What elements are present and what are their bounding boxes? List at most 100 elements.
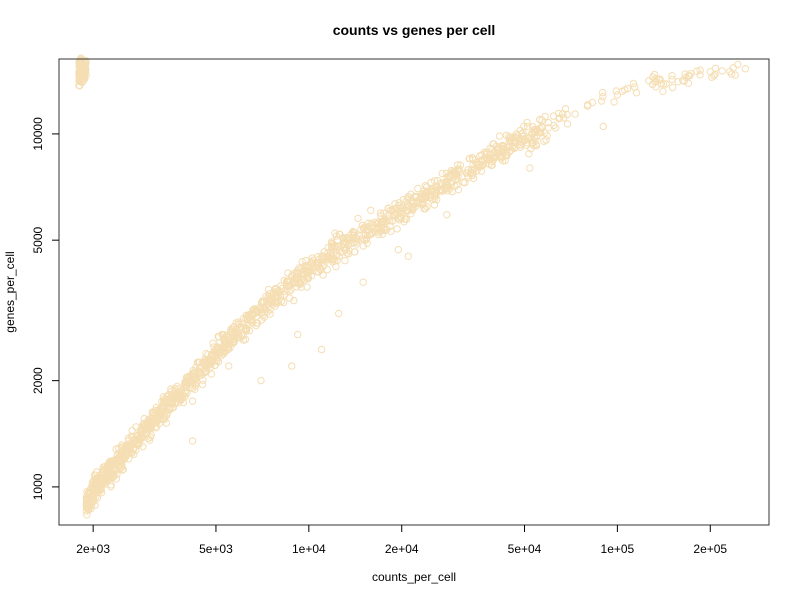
data-point [525,150,533,158]
data-point [613,91,622,99]
data-point [214,332,222,341]
data-point [734,60,742,69]
data-point [483,156,491,164]
data-point [532,142,541,150]
data-point [656,75,664,83]
data-point [276,282,285,290]
data-point [94,484,102,492]
data-point [187,376,195,385]
data-point [198,362,206,370]
data-point [240,314,248,323]
data-point [363,239,371,248]
data-point [652,74,660,83]
data-point [134,431,142,439]
data-point [305,263,313,271]
data-point [95,480,104,488]
data-point [668,72,676,80]
data-point [362,235,370,244]
data-point [349,227,357,236]
data-point [430,201,439,209]
data-point [387,227,395,236]
data-point [540,137,548,145]
data-point [236,322,245,330]
data-point [426,187,435,196]
data-point [452,170,460,178]
data-point [648,80,657,89]
data-point [345,246,353,255]
data-point [624,84,632,93]
y-axis-label: genes_per_cell [3,251,17,332]
data-point [163,392,171,401]
data-point [169,403,178,411]
data-point [368,221,376,230]
data-point [241,335,250,344]
data-point [90,484,99,493]
data-point [286,294,294,302]
data-point [454,186,463,194]
data-point [335,242,343,251]
data-point [76,82,84,90]
data-point [249,309,257,318]
data-point [599,122,607,131]
data-point [384,204,393,213]
data-point [283,285,291,293]
data-point [77,60,85,68]
data-point [86,499,94,507]
data-point [498,142,506,150]
data-point [514,135,522,144]
data-point [729,64,737,72]
data-point [497,154,505,163]
data-point [383,225,391,234]
data-point [174,385,182,393]
data-point [297,283,305,291]
data-point [241,327,250,335]
data-point [467,165,476,174]
data-point [560,114,568,122]
data-point [290,296,298,305]
data-point [503,151,511,160]
data-point [668,83,677,92]
data-point [119,449,127,457]
data-point [241,324,250,332]
data-point [191,385,199,393]
data-point [409,206,417,214]
data-point [398,203,406,211]
data-point [464,172,472,180]
data-point [404,252,412,260]
data-point [158,408,166,416]
data-point [106,474,114,482]
data-point [588,98,597,107]
data-point [555,114,563,123]
data-point [189,372,198,380]
data-point [422,192,430,200]
data-point [645,77,653,85]
x-tick-label: 1e+04 [292,542,326,556]
data-point [107,483,115,491]
data-point [367,206,375,215]
x-tick-label: 5e+04 [508,542,542,556]
data-point [175,396,184,404]
data-point [490,148,499,156]
data-point [83,511,91,519]
data-point [275,286,283,295]
data-point [82,507,91,515]
data-point [479,161,487,169]
data-point [215,345,223,353]
data-point [376,209,385,217]
data-point [502,151,510,159]
data-point [211,356,219,365]
data-point [631,83,639,91]
data-point [468,154,477,162]
data-point [414,184,422,193]
data-point [423,188,431,197]
data-point [473,158,481,167]
data-point [126,443,134,452]
data-point [314,268,323,276]
data-point [402,203,411,212]
data-point [684,79,693,88]
data-point [453,175,461,183]
data-point [341,256,349,265]
data-point [402,215,411,223]
data-point [536,115,544,124]
x-tick-label: 5e+03 [199,542,233,556]
